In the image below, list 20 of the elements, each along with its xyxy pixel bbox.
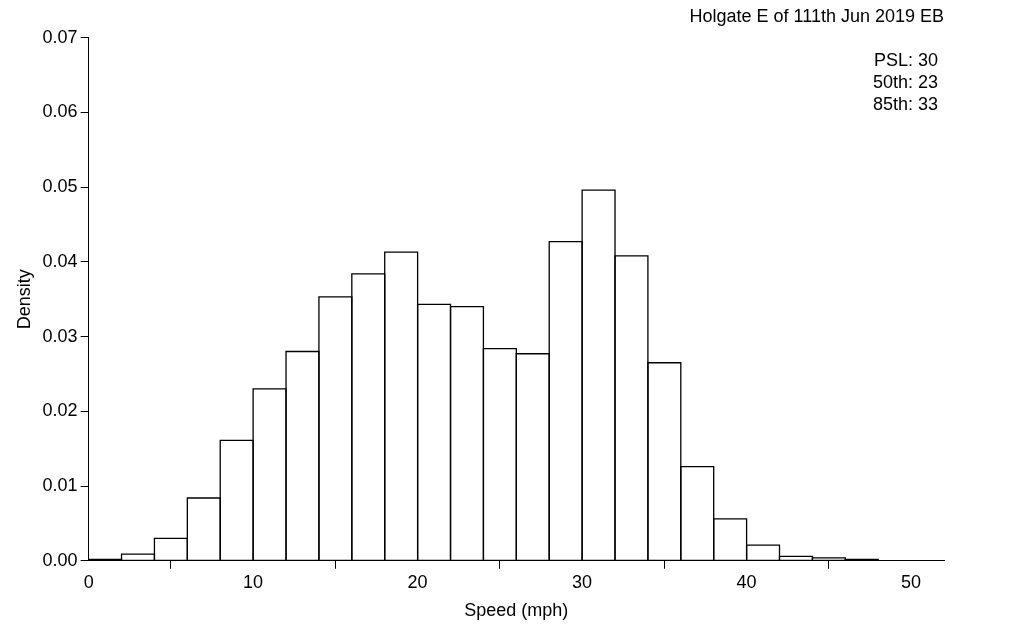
y-tick-label: 0.06 xyxy=(42,101,78,122)
annotation: PSL: 30 xyxy=(873,49,938,70)
x-axis-title: Speed (mph) xyxy=(464,600,569,621)
annotation: 85th: 33 xyxy=(872,93,938,114)
x-tick-label: 40 xyxy=(736,571,757,592)
x-tick-label: 20 xyxy=(407,571,428,592)
y-tick-label: 0.03 xyxy=(42,325,78,346)
x-tick-label: 10 xyxy=(243,571,264,592)
annotation: 50th: 23 xyxy=(872,71,938,92)
y-tick-label: 0.04 xyxy=(42,250,78,271)
y-tick-label: 0.05 xyxy=(42,176,78,197)
chart-title: Holgate E of 111th Jun 2019 EB xyxy=(689,5,944,26)
y-axis-title: Density xyxy=(13,269,34,330)
y-tick-label: 0.01 xyxy=(42,475,78,496)
y-tick-label: 0.02 xyxy=(42,400,78,421)
x-tick-label: 30 xyxy=(572,571,593,592)
x-tick-label: 0 xyxy=(83,571,94,592)
y-tick-label: 0.07 xyxy=(42,26,78,47)
x-tick-label: 50 xyxy=(901,571,922,592)
y-tick-label: 0.00 xyxy=(42,549,78,570)
